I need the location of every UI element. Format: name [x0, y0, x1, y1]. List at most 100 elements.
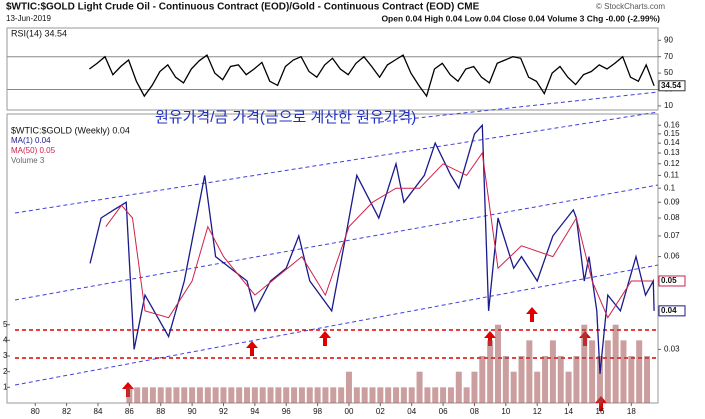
value-label: 0.05	[661, 276, 677, 285]
volume-bar	[181, 387, 188, 403]
x-tick-label: 86	[125, 407, 134, 416]
y-tick-label: 90	[664, 35, 673, 44]
volume-bar	[306, 387, 313, 403]
volume-bar	[322, 387, 329, 403]
series-line	[89, 54, 655, 98]
x-tick-label: 02	[376, 407, 385, 416]
volume-bar	[338, 387, 345, 403]
volume-bar	[463, 387, 470, 403]
x-tick-label: 84	[94, 407, 103, 416]
volume-bar	[636, 340, 643, 403]
volume-bar	[573, 356, 580, 403]
volume-bar	[283, 387, 290, 403]
y-tick-label: 0.03	[664, 344, 680, 353]
copyright: © StockCharts.com	[596, 2, 665, 11]
x-tick-label: 96	[282, 407, 291, 416]
volume-bar	[275, 387, 282, 403]
y-tick-label: 0.12	[664, 159, 680, 168]
y-tick-label: 0.08	[664, 213, 680, 222]
volume-bar	[416, 371, 423, 403]
volume-bar	[494, 324, 501, 403]
volume-bar	[628, 356, 635, 403]
volume-bar	[447, 387, 454, 403]
volume-bar	[142, 387, 149, 403]
volume-bar	[314, 387, 321, 403]
volume-tick-label: 3	[3, 351, 8, 360]
series-line	[89, 123, 655, 374]
volume-bar	[400, 387, 407, 403]
volume-bar	[385, 387, 392, 403]
volume-bar	[542, 356, 549, 403]
volume-bar	[440, 387, 447, 403]
volume-bar	[377, 387, 384, 403]
volume-tick-label: 2	[3, 367, 8, 376]
volume-bar	[212, 387, 219, 403]
volume-bar	[479, 356, 486, 403]
x-tick-label: 08	[470, 407, 479, 416]
y-tick-label: 0.16	[664, 120, 680, 129]
value-box	[658, 80, 686, 92]
x-tick-label: 90	[188, 407, 197, 416]
volume-bar	[204, 387, 211, 403]
y-tick-label: 0.14	[664, 138, 680, 147]
volume-bar	[353, 387, 360, 403]
x-tick-label: 12	[533, 407, 542, 416]
rsi-panel	[6, 27, 659, 111]
volume-bar	[361, 387, 368, 403]
volume-bar	[534, 371, 541, 403]
arrow	[526, 307, 538, 322]
volume-bar	[298, 387, 305, 403]
volume-bar	[620, 340, 627, 403]
volume-bar	[424, 387, 431, 403]
quote: Open 0.04 High 0.04 Low 0.04 Close 0.04 …	[381, 13, 660, 23]
volume-bar	[189, 387, 196, 403]
legend-entry: Volume 3	[11, 156, 45, 165]
price-legend: $WTIC:$GOLD (Weekly) 0.04	[11, 125, 130, 135]
legend-entry: MA(1) 0.04	[11, 136, 51, 145]
x-tick-label: 00	[345, 407, 354, 416]
volume-bar	[259, 387, 266, 403]
volume-tick-label: 5	[3, 320, 8, 329]
volume-tick-label: 1	[3, 382, 8, 391]
volume-bar	[518, 356, 525, 403]
volume-bar	[581, 324, 588, 403]
symbol-title: $WTIC:$GOLD Light Crude Oil - Continuous…	[6, 2, 480, 13]
volume-bar	[604, 340, 611, 403]
volume-bar	[557, 356, 564, 403]
trend-line	[14, 111, 659, 214]
x-tick-label: 16	[596, 407, 605, 416]
volume-bar	[196, 387, 203, 403]
volume-bar	[244, 387, 251, 403]
volume-bar	[526, 340, 533, 403]
y-tick-label: 0.15	[664, 129, 680, 138]
volume-bar	[589, 340, 596, 403]
volume-bar	[644, 356, 651, 403]
volume-bar	[149, 387, 156, 403]
volume-bar	[596, 356, 603, 403]
x-tick-label: 98	[313, 407, 322, 416]
value-box	[658, 305, 686, 317]
x-tick-label: 88	[156, 407, 165, 416]
date: 13-Jun-2019	[6, 14, 51, 23]
volume-bar	[455, 371, 462, 403]
volume-tick-label: 4	[3, 335, 8, 344]
trend-line	[379, 91, 659, 123]
volume-bar	[471, 371, 478, 403]
x-tick-label: 06	[439, 407, 448, 416]
y-tick-label: 0.09	[664, 197, 680, 206]
x-tick-label: 82	[62, 407, 71, 416]
volume-bar	[487, 340, 494, 403]
volume-bar	[251, 387, 258, 403]
volume-bar	[173, 387, 180, 403]
volume-bar	[228, 387, 235, 403]
x-tick-label: 14	[564, 407, 573, 416]
trend-line	[14, 184, 659, 301]
arrow	[319, 331, 331, 346]
volume-bar	[236, 387, 243, 403]
volume-bar	[393, 387, 400, 403]
arrow	[246, 341, 258, 356]
volume-bar	[612, 324, 619, 403]
volume-bar	[345, 371, 352, 403]
y-tick-label: 0.11	[664, 171, 680, 180]
arrow	[484, 331, 496, 346]
